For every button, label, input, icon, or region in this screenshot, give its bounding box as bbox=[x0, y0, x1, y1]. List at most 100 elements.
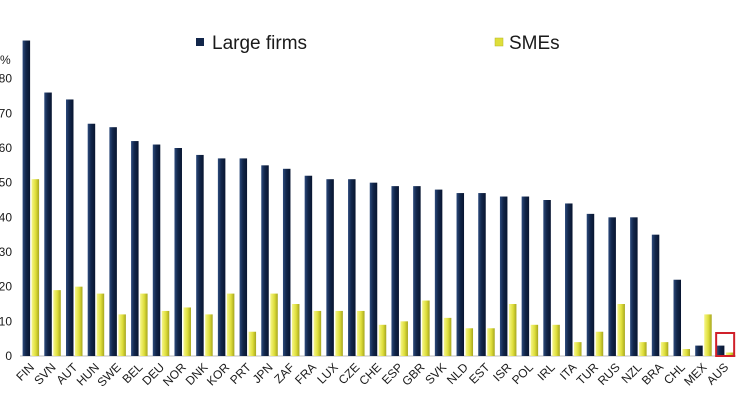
bar-large-firms bbox=[456, 193, 465, 356]
bar-large-firms bbox=[478, 193, 486, 356]
x-tick-label: KOR bbox=[204, 360, 233, 389]
bar-large-firms bbox=[499, 196, 508, 356]
x-tick-label: DEU bbox=[139, 360, 167, 388]
x-tick-label: SVK bbox=[422, 360, 449, 387]
bar-large-firms bbox=[239, 158, 248, 356]
x-tick-label: EST bbox=[466, 360, 493, 387]
bar-large-firms bbox=[326, 179, 334, 356]
x-tick-label: NLD bbox=[444, 360, 471, 387]
bar-smes bbox=[422, 300, 430, 356]
x-tick-label: CHL bbox=[661, 360, 688, 387]
bar-large-firms bbox=[391, 186, 399, 356]
x-tick-label: BRA bbox=[639, 360, 666, 387]
bar-large-firms bbox=[369, 182, 378, 356]
bar-smes bbox=[487, 328, 495, 356]
x-tick-label: FRA bbox=[292, 360, 319, 387]
x-tick-label: AUT bbox=[53, 360, 80, 387]
bar-large-firms bbox=[131, 141, 139, 356]
x-tick-label: NZL bbox=[619, 360, 645, 386]
bar-large-firms bbox=[217, 158, 226, 356]
x-tick-label: LUX bbox=[314, 360, 340, 386]
bar-smes bbox=[508, 304, 517, 356]
bar-large-firms bbox=[521, 196, 530, 356]
y-tick-label: 30 bbox=[0, 245, 12, 259]
x-tick-label: HUN bbox=[74, 360, 102, 388]
x-tick-label: CZE bbox=[336, 360, 363, 387]
bar-large-firms bbox=[348, 179, 356, 356]
x-tick-label: AUS bbox=[704, 360, 731, 387]
legend-label-smes: SMEs bbox=[509, 33, 560, 54]
bar-smes bbox=[248, 331, 257, 356]
bar-smes bbox=[96, 293, 105, 356]
bar-large-firms bbox=[413, 186, 421, 356]
bar-smes bbox=[443, 317, 452, 356]
bar-smes bbox=[161, 310, 170, 356]
bar-large-firms bbox=[282, 168, 291, 356]
bar-smes bbox=[400, 321, 408, 356]
bar-smes bbox=[617, 304, 625, 356]
legend-label-large-firms: Large firms bbox=[212, 33, 307, 54]
bar-smes bbox=[313, 310, 322, 356]
x-tick-label: SVN bbox=[31, 360, 58, 387]
legend-swatch-large-firms bbox=[196, 38, 204, 46]
bar-smes bbox=[552, 324, 560, 356]
bar-smes bbox=[378, 324, 387, 356]
bar-large-firms bbox=[543, 200, 551, 356]
bar-smes bbox=[118, 314, 126, 356]
bar-large-firms bbox=[304, 175, 313, 356]
bar-smes bbox=[660, 342, 669, 356]
highlight-box bbox=[715, 332, 736, 357]
x-tick-label: MEX bbox=[681, 360, 709, 388]
y-tick-label: 40 bbox=[0, 210, 12, 224]
bar-large-firms bbox=[22, 40, 31, 357]
legend-swatch-smes bbox=[494, 37, 504, 47]
x-tick-label: IRL bbox=[535, 360, 558, 383]
bar-large-firms bbox=[586, 213, 595, 356]
x-tick-label: RUS bbox=[595, 360, 623, 388]
bar-smes bbox=[74, 286, 83, 356]
x-tick-label: DNK bbox=[183, 360, 211, 388]
bar-large-firms bbox=[87, 123, 96, 356]
bar-smes bbox=[140, 293, 148, 356]
bar-smes bbox=[704, 314, 712, 356]
bar-large-firms bbox=[44, 92, 52, 357]
x-tick-label: ESP bbox=[379, 360, 406, 387]
bar-smes bbox=[205, 314, 213, 356]
x-tick-label: CHE bbox=[356, 360, 384, 388]
bar-smes bbox=[335, 310, 343, 356]
x-tick-label: ISR bbox=[490, 360, 514, 384]
bar-smes bbox=[357, 310, 365, 356]
x-tick-label: POL bbox=[509, 360, 536, 387]
bar-large-firms bbox=[608, 217, 616, 356]
bar-large-firms bbox=[630, 217, 638, 356]
bar-smes bbox=[183, 307, 191, 356]
bar-large-firms bbox=[109, 127, 117, 356]
x-tick-label: ZAF bbox=[271, 360, 297, 386]
y-tick-label: 70 bbox=[0, 106, 12, 120]
bar-smes bbox=[682, 349, 691, 356]
bar-large-firms bbox=[434, 189, 443, 356]
bar-smes bbox=[291, 304, 300, 356]
bar-large-firms bbox=[695, 345, 703, 356]
x-tick-label: BEL bbox=[120, 360, 146, 386]
y-tick-label: 0 bbox=[5, 349, 12, 363]
x-tick-label: SWE bbox=[95, 360, 124, 389]
y-tick-label: 50 bbox=[0, 176, 12, 190]
bar-smes bbox=[725, 352, 734, 356]
bar-smes bbox=[639, 342, 647, 356]
bar-large-firms bbox=[65, 99, 74, 356]
bar-large-firms bbox=[174, 148, 182, 356]
x-tick-label: JPN bbox=[250, 360, 276, 386]
bar-smes bbox=[595, 331, 604, 356]
bar-smes bbox=[53, 290, 61, 356]
x-tick-label: PRT bbox=[227, 360, 254, 387]
y-tick-label: 20 bbox=[0, 280, 12, 294]
y-axis-label: % bbox=[0, 53, 11, 67]
x-tick-label: GBR bbox=[399, 360, 428, 389]
y-tick-label: 10 bbox=[0, 314, 12, 328]
bar-large-firms bbox=[673, 279, 682, 356]
bar-large-firms bbox=[716, 345, 725, 356]
bar-large-firms bbox=[565, 203, 573, 356]
